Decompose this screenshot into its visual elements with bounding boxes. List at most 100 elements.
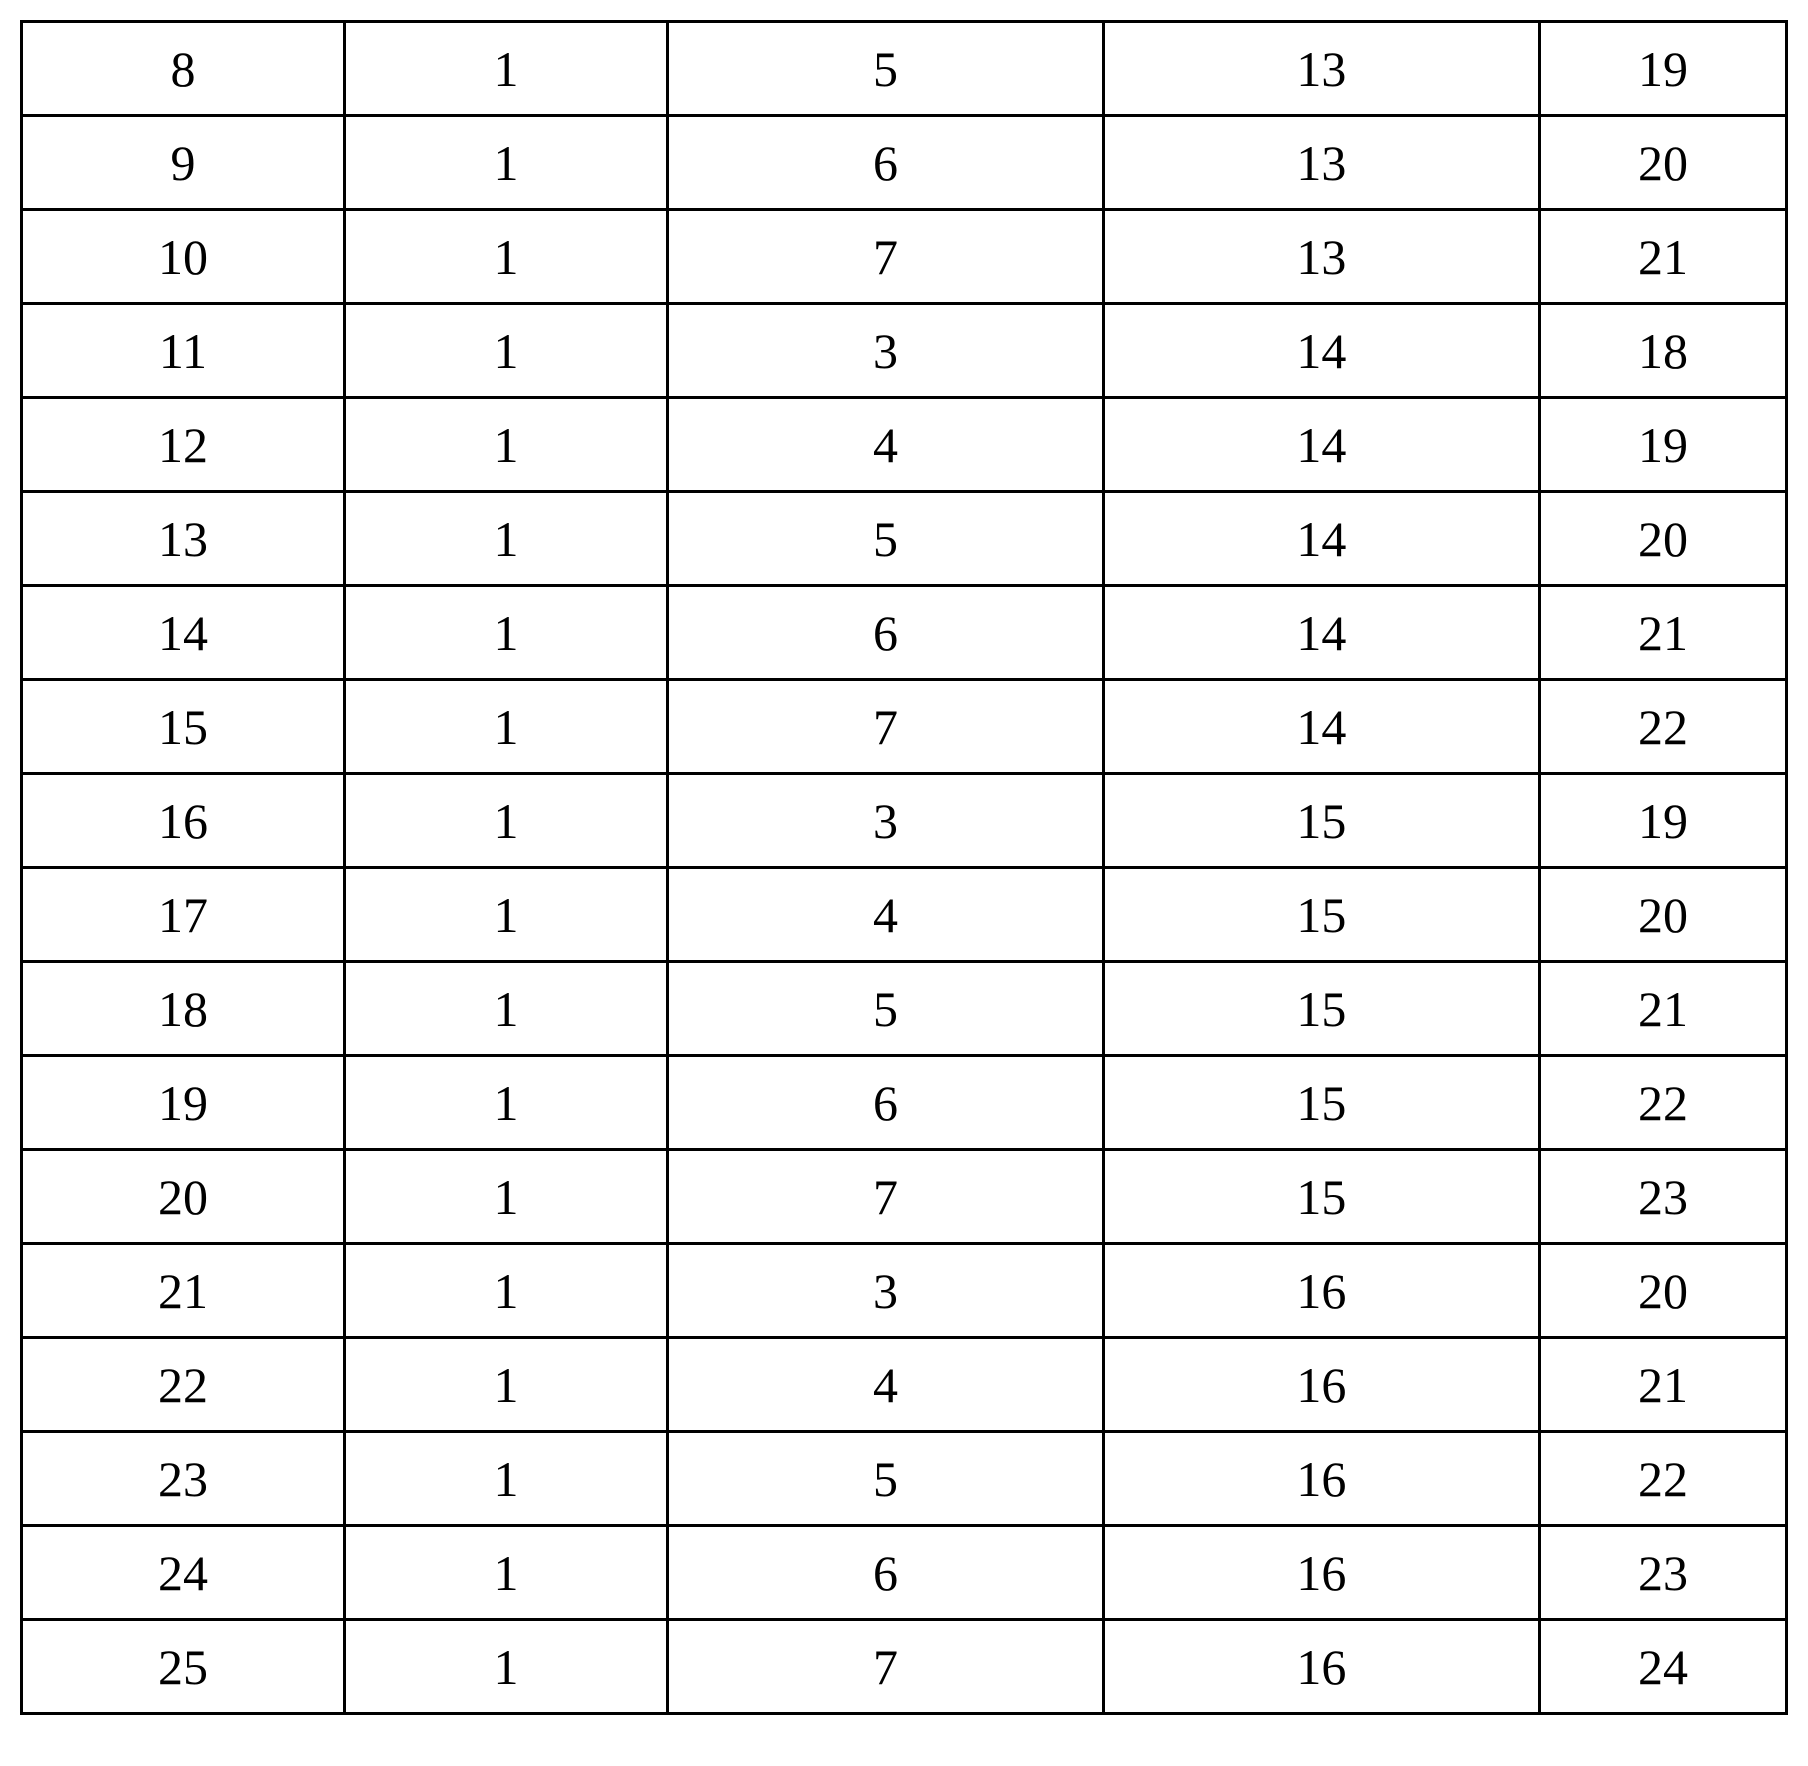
table-cell: 14 [1103,680,1539,774]
table-row: 10 1 7 13 21 [22,210,1787,304]
table-cell: 1 [344,680,667,774]
table-cell: 6 [667,586,1103,680]
table-row: 16 1 3 15 19 [22,774,1787,868]
table-row: 17 1 4 15 20 [22,868,1787,962]
table-cell: 21 [1539,210,1786,304]
table-cell: 13 [1103,22,1539,116]
table-row: 25 1 7 16 24 [22,1620,1787,1714]
table-cell: 1 [344,22,667,116]
table-cell: 5 [667,492,1103,586]
table-cell: 3 [667,774,1103,868]
table-cell: 1 [344,774,667,868]
table-cell: 15 [1103,1056,1539,1150]
table-cell: 18 [22,962,345,1056]
table-cell: 1 [344,116,667,210]
table-cell: 16 [1103,1526,1539,1620]
table-row: 8 1 5 13 19 [22,22,1787,116]
table-cell: 8 [22,22,345,116]
table-row: 11 1 3 14 18 [22,304,1787,398]
table-cell: 6 [667,1526,1103,1620]
table-cell: 14 [1103,586,1539,680]
table-cell: 19 [22,1056,345,1150]
table-cell: 15 [1103,962,1539,1056]
data-table-container: 8 1 5 13 19 9 1 6 13 20 10 1 7 13 21 1 [20,20,1788,1715]
data-table: 8 1 5 13 19 9 1 6 13 20 10 1 7 13 21 1 [20,20,1788,1715]
table-cell: 18 [1539,304,1786,398]
table-row: 24 1 6 16 23 [22,1526,1787,1620]
table-cell: 22 [1539,1056,1786,1150]
table-cell: 17 [22,868,345,962]
table-row: 22 1 4 16 21 [22,1338,1787,1432]
table-cell: 6 [667,1056,1103,1150]
table-cell: 16 [1103,1338,1539,1432]
table-cell: 1 [344,1432,667,1526]
table-cell: 1 [344,210,667,304]
table-cell: 1 [344,1526,667,1620]
table-cell: 4 [667,868,1103,962]
table-cell: 1 [344,492,667,586]
table-cell: 1 [344,962,667,1056]
table-cell: 5 [667,1432,1103,1526]
table-row: 9 1 6 13 20 [22,116,1787,210]
table-row: 21 1 3 16 20 [22,1244,1787,1338]
table-cell: 9 [22,116,345,210]
table-cell: 1 [344,398,667,492]
table-cell: 7 [667,1150,1103,1244]
table-cell: 25 [22,1620,345,1714]
table-row: 13 1 5 14 20 [22,492,1787,586]
table-cell: 20 [1539,116,1786,210]
table-cell: 20 [1539,492,1786,586]
table-cell: 21 [1539,1338,1786,1432]
table-cell: 14 [1103,304,1539,398]
table-cell: 20 [1539,1244,1786,1338]
table-cell: 15 [1103,868,1539,962]
table-cell: 24 [22,1526,345,1620]
table-row: 12 1 4 14 19 [22,398,1787,492]
table-cell: 15 [1103,1150,1539,1244]
table-cell: 7 [667,210,1103,304]
table-cell: 22 [1539,1432,1786,1526]
table-cell: 1 [344,1244,667,1338]
table-row: 14 1 6 14 21 [22,586,1787,680]
table-cell: 16 [22,774,345,868]
table-cell: 19 [1539,398,1786,492]
table-cell: 1 [344,1338,667,1432]
table-cell: 14 [22,586,345,680]
table-cell: 22 [22,1338,345,1432]
table-cell: 21 [1539,962,1786,1056]
table-cell: 16 [1103,1432,1539,1526]
table-cell: 3 [667,1244,1103,1338]
table-body: 8 1 5 13 19 9 1 6 13 20 10 1 7 13 21 1 [22,22,1787,1714]
table-cell: 20 [22,1150,345,1244]
table-cell: 3 [667,304,1103,398]
table-cell: 13 [1103,116,1539,210]
table-cell: 24 [1539,1620,1786,1714]
table-row: 18 1 5 15 21 [22,962,1787,1056]
table-cell: 14 [1103,492,1539,586]
table-cell: 4 [667,1338,1103,1432]
table-cell: 15 [22,680,345,774]
table-cell: 20 [1539,868,1786,962]
table-cell: 1 [344,868,667,962]
table-cell: 6 [667,116,1103,210]
table-cell: 16 [1103,1244,1539,1338]
table-cell: 16 [1103,1620,1539,1714]
table-cell: 23 [1539,1526,1786,1620]
table-cell: 19 [1539,22,1786,116]
table-row: 15 1 7 14 22 [22,680,1787,774]
table-cell: 10 [22,210,345,304]
table-cell: 1 [344,586,667,680]
table-row: 19 1 6 15 22 [22,1056,1787,1150]
table-cell: 19 [1539,774,1786,868]
table-cell: 1 [344,304,667,398]
table-cell: 13 [22,492,345,586]
table-row: 20 1 7 15 23 [22,1150,1787,1244]
table-cell: 7 [667,680,1103,774]
table-cell: 4 [667,398,1103,492]
table-cell: 1 [344,1056,667,1150]
table-cell: 5 [667,22,1103,116]
table-cell: 21 [22,1244,345,1338]
table-cell: 13 [1103,210,1539,304]
table-cell: 5 [667,962,1103,1056]
table-row: 23 1 5 16 22 [22,1432,1787,1526]
